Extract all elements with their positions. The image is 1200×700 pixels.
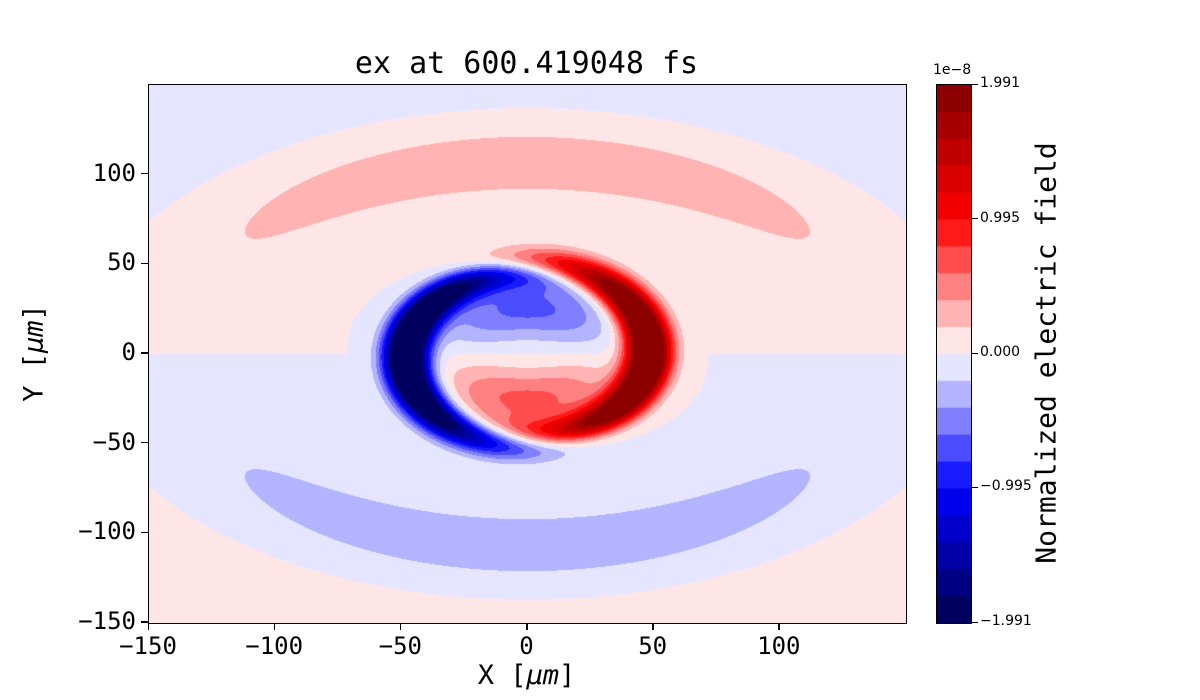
colorbar-tick-label: −1.991 [980, 613, 1032, 629]
x-tick-mark [778, 623, 780, 630]
x-tick-label: 100 [757, 632, 801, 660]
colorbar-tick-mark [972, 486, 978, 488]
colorbar-tick-mark [972, 83, 978, 85]
y-tick-label: −150 [78, 607, 136, 635]
colorbar-label: Normalized electric field [1029, 142, 1063, 564]
x-tick-label: 50 [638, 632, 668, 660]
x-tick-mark [273, 623, 276, 630]
colorbar [936, 84, 972, 624]
colorbar-tick-label: −0.995 [980, 478, 1032, 495]
x-tick-label: −150 [119, 632, 177, 660]
x-axis-label-unit: μm [526, 660, 560, 691]
y-tick-label: 50 [107, 248, 136, 277]
x-axis-label-post: ] [559, 660, 576, 691]
colorbar-tick-label: 0.000 [980, 344, 1021, 360]
x-tick-mark [147, 623, 149, 630]
colorbar-scale-label: 1e−8 [933, 62, 972, 78]
colorbar-tick-label: 1.991 [980, 75, 1021, 91]
plot-area [148, 84, 907, 624]
colorbar-canvas [937, 85, 971, 623]
y-tick-mark [141, 531, 148, 534]
x-tick-label: 0 [519, 632, 534, 660]
y-tick-label: 100 [92, 158, 136, 187]
y-tick-mark [141, 262, 148, 265]
y-tick-label: 0 [121, 338, 136, 366]
y-tick-mark [141, 441, 148, 444]
x-axis-label-pre: X [ [477, 660, 527, 691]
colorbar-tick-label: 0.995 [980, 209, 1021, 226]
y-tick-mark [141, 172, 148, 175]
y-axis-label-post: ] [18, 304, 50, 321]
y-tick-label: −100 [78, 517, 136, 546]
colorbar-tick-mark [972, 218, 978, 220]
x-tick-label: −50 [378, 632, 423, 660]
colorbar-tick-mark [972, 352, 978, 354]
x-tick-mark [526, 623, 528, 630]
x-tick-mark [652, 623, 654, 630]
heatmap-canvas [149, 85, 906, 623]
y-tick-label: −50 [92, 427, 136, 456]
x-axis-label: X [μm] [148, 660, 905, 691]
x-tick-label: −100 [245, 632, 304, 660]
colorbar-tick-mark [972, 621, 978, 623]
y-tick-mark [141, 352, 148, 354]
plot-title: ex at 600.419048 fs [354, 46, 699, 81]
x-tick-mark [399, 623, 402, 630]
y-tick-mark [141, 621, 148, 623]
